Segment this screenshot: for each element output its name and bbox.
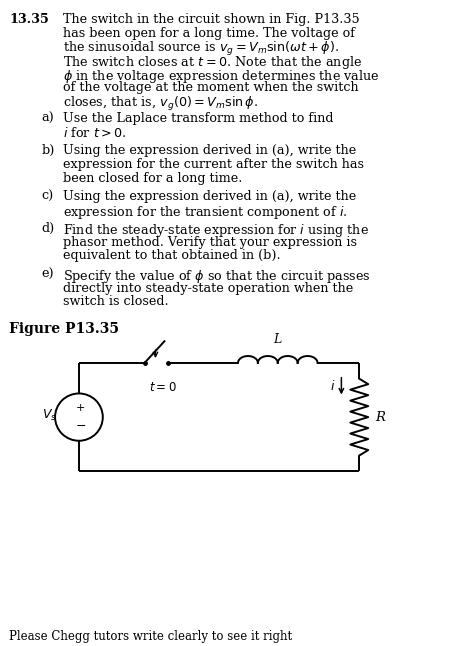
Text: $i$ for $t > 0$.: $i$ for $t > 0$. bbox=[63, 126, 127, 140]
Text: directly into steady-state operation when the: directly into steady-state operation whe… bbox=[63, 282, 353, 295]
Text: has been open for a long time. The voltage of: has been open for a long time. The volta… bbox=[63, 26, 355, 40]
Text: b): b) bbox=[41, 145, 55, 158]
Text: d): d) bbox=[41, 222, 55, 235]
Text: c): c) bbox=[41, 190, 54, 203]
Text: switch is closed.: switch is closed. bbox=[63, 295, 169, 308]
Text: $i$: $i$ bbox=[330, 379, 336, 393]
Text: of the voltage at the moment when the switch: of the voltage at the moment when the sw… bbox=[63, 81, 359, 94]
Text: expression for the transient component of $i$.: expression for the transient component o… bbox=[63, 203, 347, 221]
Text: $t = 0$: $t = 0$ bbox=[148, 380, 176, 393]
Text: The switch closes at $t = 0$. Note that the angle: The switch closes at $t = 0$. Note that … bbox=[63, 54, 362, 71]
Text: Find the steady-state expression for $i$ using the: Find the steady-state expression for $i$… bbox=[63, 222, 369, 239]
Text: Figure P13.35: Figure P13.35 bbox=[9, 322, 119, 335]
Text: L: L bbox=[273, 333, 282, 346]
Text: been closed for a long time.: been closed for a long time. bbox=[63, 172, 242, 185]
Text: Specify the value of $\phi$ so that the circuit passes: Specify the value of $\phi$ so that the … bbox=[63, 268, 371, 285]
Text: expression for the current after the switch has: expression for the current after the swi… bbox=[63, 158, 364, 171]
Text: a): a) bbox=[41, 112, 54, 125]
Text: Use the Laplace transform method to find: Use the Laplace transform method to find bbox=[63, 112, 334, 125]
Text: phasor method. Verify that your expression is: phasor method. Verify that your expressi… bbox=[63, 236, 357, 249]
Text: Using the expression derived in (a), write the: Using the expression derived in (a), wri… bbox=[63, 145, 356, 158]
Text: the sinusoidal source is $v_g = V_m\sin(\omega t + \phi)$.: the sinusoidal source is $v_g = V_m\sin(… bbox=[63, 41, 339, 58]
Text: −: − bbox=[76, 419, 86, 432]
Text: +: + bbox=[76, 403, 86, 413]
Text: Using the expression derived in (a), write the: Using the expression derived in (a), wri… bbox=[63, 190, 356, 203]
Text: e): e) bbox=[41, 268, 54, 281]
Text: $\phi$ in the voltage expression determines the value: $\phi$ in the voltage expression determi… bbox=[63, 68, 380, 85]
Text: 13.35: 13.35 bbox=[9, 13, 49, 26]
Text: Please Chegg tutors write clearly to see it right: Please Chegg tutors write clearly to see… bbox=[9, 630, 292, 643]
Text: The switch in the circuit shown in Fig. P13.35: The switch in the circuit shown in Fig. … bbox=[63, 13, 360, 26]
Text: R: R bbox=[375, 411, 385, 424]
Text: closes, that is, $v_g(0) = V_m\sin\phi$.: closes, that is, $v_g(0) = V_m\sin\phi$. bbox=[63, 95, 258, 113]
Text: equivalent to that obtained in (b).: equivalent to that obtained in (b). bbox=[63, 249, 281, 262]
Text: $V_s$: $V_s$ bbox=[42, 408, 56, 422]
